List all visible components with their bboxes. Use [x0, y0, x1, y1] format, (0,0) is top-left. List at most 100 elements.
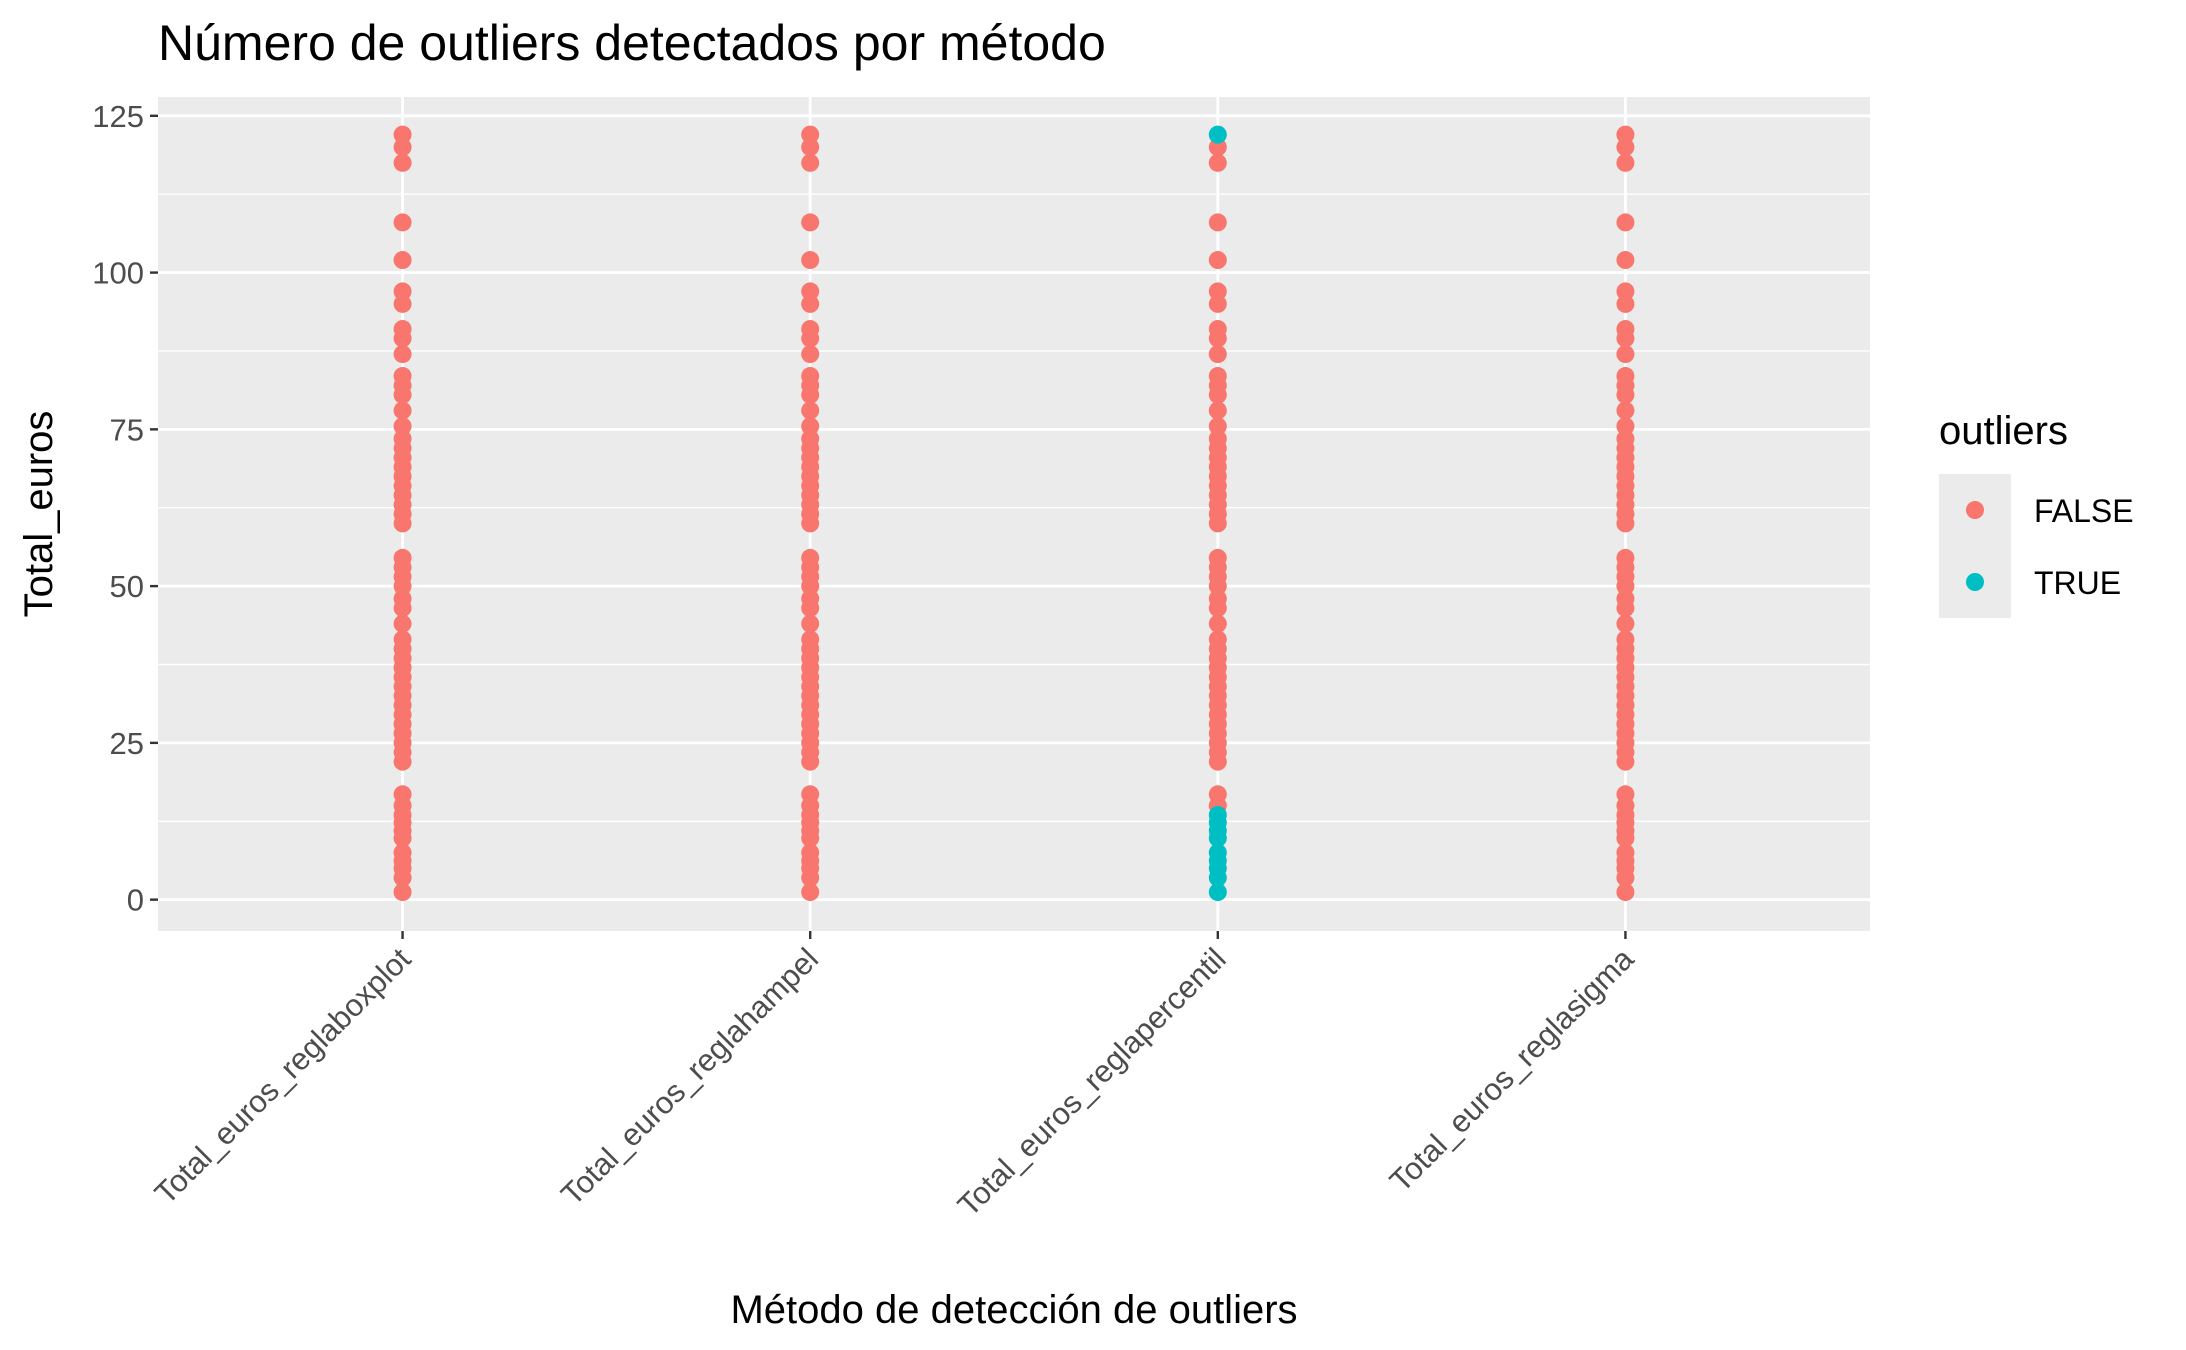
data-point-false	[1616, 883, 1635, 902]
data-point-false	[1616, 294, 1635, 313]
plot-panel	[158, 97, 1870, 931]
data-point-false	[1208, 320, 1227, 339]
data-point-false	[1616, 548, 1635, 567]
data-point-false	[801, 883, 820, 902]
data-point-true	[1208, 843, 1227, 862]
y-tick-label: 75	[110, 412, 144, 447]
data-point-false	[393, 213, 412, 232]
y-tick-label: 125	[92, 99, 144, 134]
data-point-false	[1616, 429, 1635, 448]
data-point-false	[1208, 785, 1227, 804]
data-point-false	[1616, 345, 1635, 364]
data-point-false	[801, 548, 820, 567]
data-point-true	[1208, 805, 1227, 824]
data-point-false	[393, 401, 412, 420]
legend-key-true	[1966, 573, 1984, 591]
x-tick-label: Total_euros_reglapercentil	[951, 941, 1233, 1223]
data-point-false	[801, 153, 820, 172]
data-point-false	[1616, 282, 1635, 301]
data-point-false	[1616, 153, 1635, 172]
data-point-false	[1616, 367, 1635, 386]
x-axis: Total_euros_reglaboxplot Total_euros_regl…	[148, 931, 1641, 1223]
data-point-false	[393, 614, 412, 633]
y-tick-label: 50	[110, 569, 144, 604]
data-point-false	[1616, 213, 1635, 232]
data-point-false	[801, 630, 820, 649]
data-point-false	[1208, 153, 1227, 172]
x-tick-label: Total_euros_reglaboxplot	[148, 941, 418, 1211]
data-point-false	[801, 213, 820, 232]
data-point-false	[801, 429, 820, 448]
y-axis: 0 25 50 75 100 125	[92, 99, 158, 918]
data-point-false	[1616, 125, 1635, 144]
data-point-false	[1208, 401, 1227, 420]
data-point-false	[1208, 429, 1227, 448]
data-point-false	[393, 429, 412, 448]
data-point-false	[1616, 320, 1635, 339]
data-point-false	[1208, 417, 1227, 436]
data-point-false	[393, 138, 412, 157]
minor-gridlines	[158, 193, 1870, 822]
data-point-false	[801, 282, 820, 301]
data-point-false	[393, 883, 412, 902]
legend-label-false: FALSE	[2034, 493, 2134, 529]
data-point-false	[1208, 282, 1227, 301]
data-point-false	[393, 320, 412, 339]
legend-key-background	[1939, 474, 2011, 618]
data-point-false	[393, 630, 412, 649]
data-point-false	[1616, 251, 1635, 270]
data-point-false	[801, 320, 820, 339]
data-point-false	[393, 125, 412, 144]
data-point-false	[1208, 548, 1227, 567]
data-point-false	[801, 614, 820, 633]
data-point-false	[801, 785, 820, 804]
y-tick-label: 0	[127, 883, 144, 918]
data-point-false	[801, 345, 820, 364]
data-point-false	[1208, 630, 1227, 649]
data-point-false	[801, 367, 820, 386]
data-point-false	[393, 345, 412, 364]
data-point-false	[1208, 614, 1227, 633]
legend: outliers FALSE TRUE	[1939, 409, 2134, 618]
x-axis-title: Método de detección de outliers	[730, 1288, 1297, 1332]
data-point-false	[801, 294, 820, 313]
data-point-false	[1208, 345, 1227, 364]
data-point-false	[393, 417, 412, 436]
y-tick-label: 25	[110, 726, 144, 761]
data-point-false	[393, 282, 412, 301]
data-point-false	[1616, 589, 1635, 608]
data-point-false	[393, 548, 412, 567]
data-point-false	[801, 417, 820, 436]
data-point-false	[801, 125, 820, 144]
data-point-false	[1616, 138, 1635, 157]
data-point-false	[393, 153, 412, 172]
data-point-false	[393, 785, 412, 804]
y-tick-label: 100	[92, 256, 144, 291]
data-point-false	[1208, 251, 1227, 270]
data-point-false	[1616, 630, 1635, 649]
data-point-false	[1616, 401, 1635, 420]
data-point-false	[393, 367, 412, 386]
data-point-false	[801, 251, 820, 270]
data-point-false	[1616, 843, 1635, 862]
legend-label-true: TRUE	[2034, 565, 2121, 601]
data-point-false	[1616, 614, 1635, 633]
data-point-false	[393, 843, 412, 862]
data-point-false	[801, 138, 820, 157]
data-point-false	[1208, 213, 1227, 232]
data-point-false	[1616, 785, 1635, 804]
x-tick-label: Total_euros_reglahampel	[554, 941, 825, 1212]
data-point-false	[1208, 294, 1227, 313]
chart-title: Número de outliers detectados por método	[158, 15, 1106, 71]
data-point-false	[1208, 589, 1227, 608]
data-point-false	[393, 294, 412, 313]
data-point-false	[1616, 417, 1635, 436]
data-point-true	[1208, 125, 1227, 144]
data-point-false	[1208, 138, 1227, 157]
legend-key-false	[1966, 501, 1984, 519]
data-point-false	[801, 401, 820, 420]
data-point-true	[1208, 883, 1227, 902]
data-point-false	[801, 589, 820, 608]
data-point-false	[393, 251, 412, 270]
